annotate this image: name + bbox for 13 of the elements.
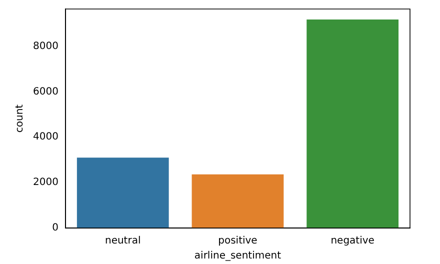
bar	[192, 174, 284, 228]
bar	[306, 19, 399, 228]
x-tick-label: positive	[218, 236, 258, 247]
y-axis-title: count	[14, 104, 26, 133]
y-tick-label: 4000	[32, 132, 58, 143]
y-tick-label: 0	[52, 222, 58, 234]
y-tick-label: 8000	[32, 40, 58, 52]
y-tick-label: 6000	[32, 86, 58, 98]
y-tick-label: 2000	[32, 177, 58, 188]
bar	[76, 158, 169, 228]
x-tick-label: neutral	[104, 236, 141, 247]
x-tick-label: negative	[330, 236, 374, 247]
x-axis-title: airline_sentiment	[194, 250, 282, 262]
